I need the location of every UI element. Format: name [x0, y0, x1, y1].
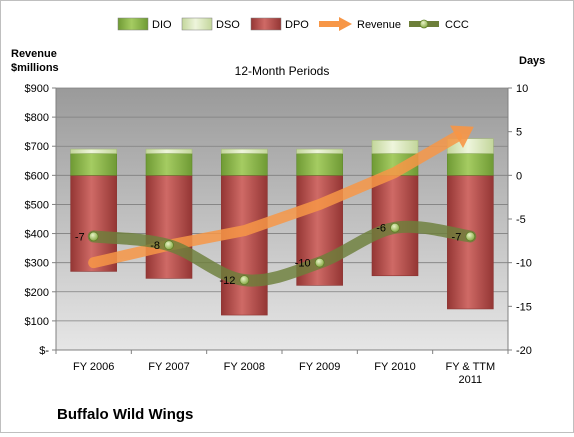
right-tick-label: -5: [516, 214, 526, 226]
chart-title: 12-Month Periods: [235, 64, 330, 78]
legend-swatch-dot: [419, 19, 429, 29]
legend-item: Revenue: [319, 17, 401, 31]
legend-label: CCC: [445, 19, 469, 31]
bar-dso: [371, 140, 419, 154]
right-tick-label: 0: [516, 170, 522, 182]
left-tick-label: $400: [25, 229, 49, 241]
ccc-point: [164, 240, 174, 251]
bar-dio: [145, 153, 193, 176]
bar-dpo: [145, 175, 193, 279]
left-tick-label: $300: [25, 258, 49, 270]
legend-item: DPO: [250, 17, 309, 31]
left-tick-label: $500: [25, 199, 49, 211]
ccc-point: [88, 231, 99, 242]
ccc-point: [465, 231, 476, 242]
legend-label: DSO: [216, 19, 240, 31]
ccc-point-label: -12: [219, 275, 235, 287]
ccc-point-label: -6: [376, 223, 386, 235]
legend-label: DIO: [152, 19, 172, 31]
right-tick-label: 10: [516, 83, 528, 95]
company-name: Buffalo Wild Wings: [57, 406, 194, 423]
right-tick-label: -10: [516, 258, 532, 270]
legend-item: DIO: [117, 17, 172, 31]
left-tick-label: $100: [25, 316, 49, 328]
legend-swatch: [250, 17, 282, 31]
left-tick-label: $900: [25, 83, 49, 95]
bar-dio: [296, 153, 343, 176]
left-axis: $- $100 $200 $300 $400 $500 $600 $700 $800 $900: [25, 83, 57, 357]
x-tick-label: FY 2010: [374, 361, 415, 373]
legend-label: Revenue: [357, 19, 401, 31]
left-tick-label: $600: [25, 170, 49, 182]
legend: DIO DSO DPO Revenue CCC: [117, 17, 469, 31]
ccc-point: [314, 257, 325, 268]
x-tick-label: FY 2006: [73, 361, 114, 373]
legend-label: DPO: [285, 19, 309, 31]
right-axis: -20 -15 -10 -5 0 5 10: [507, 83, 532, 357]
x-tick-label: FY 2009: [299, 361, 340, 373]
left-tick-label: $700: [25, 141, 49, 153]
ccc-point-label: -7: [75, 231, 85, 243]
right-tick-label: -20: [516, 345, 532, 357]
left-tick-label: $800: [25, 112, 49, 124]
ccc-point: [239, 275, 250, 286]
x-tick-label: FY & TTM 2011: [445, 361, 495, 386]
ccc-point-label: -7: [452, 231, 462, 243]
legend-swatch: [181, 17, 213, 31]
bar-dio: [70, 153, 117, 176]
right-axis-label: Days: [519, 55, 545, 67]
left-axis-label: Revenue $millions: [11, 48, 59, 74]
bar-dio: [447, 153, 494, 176]
x-tick-label: FY 2007: [148, 361, 189, 373]
bar-dpo: [221, 175, 268, 316]
ccc-line: -7 -8 -12 -10 -6 -7: [75, 220, 477, 287]
right-tick-label: -15: [516, 301, 532, 313]
x-tick-label: FY 2008: [224, 361, 265, 373]
bar-dso: [221, 148, 268, 154]
legend-swatch: [117, 17, 149, 31]
bar-dio: [221, 153, 268, 176]
bar-dso: [145, 148, 193, 154]
legend-swatch-head: [339, 17, 352, 31]
right-tick-label: 5: [516, 127, 522, 139]
x-axis: FY 2006 FY 2007 FY 2008 FY 2009 FY 2010 FY & …: [55, 349, 509, 386]
left-tick-label: $200: [25, 287, 49, 299]
legend-item: DSO: [181, 17, 240, 31]
left-tick-label: $-: [39, 345, 49, 357]
ccc-point-label: -10: [295, 258, 311, 270]
bar-dso: [296, 148, 343, 154]
bar-dso: [70, 148, 117, 154]
ccc-point-label: -8: [150, 240, 160, 252]
revenue-arrowhead: [449, 125, 474, 149]
legend-item: CCC: [409, 19, 469, 31]
ccc-point: [390, 222, 400, 233]
